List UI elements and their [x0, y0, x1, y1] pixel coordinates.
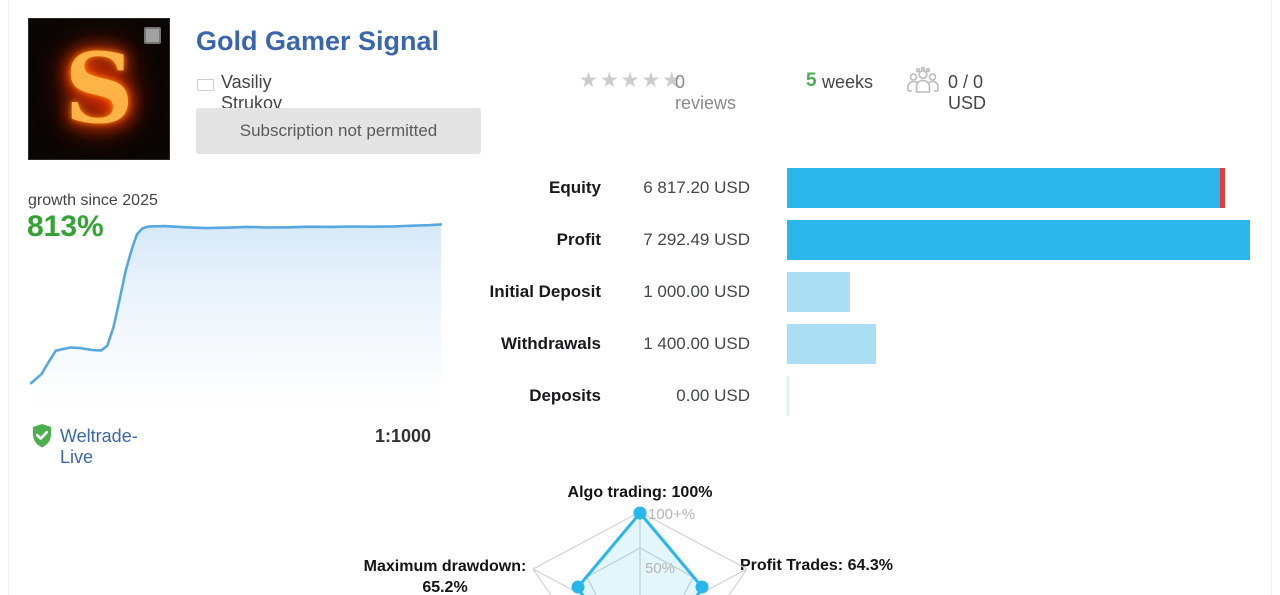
russia-flag-icon	[197, 79, 214, 91]
radar-ring-label-100: 100+%	[648, 506, 695, 523]
stat-value: 7 292.49 USD	[643, 230, 750, 249]
stat-bar	[787, 376, 1250, 416]
stat-value: 1 400.00 USD	[643, 334, 750, 353]
broker-link[interactable]: Weltrade-Live	[60, 426, 138, 467]
reviews-link[interactable]: 0 reviews	[675, 72, 737, 113]
stat-label: Profit	[556, 230, 601, 249]
stat-row-deposits: Deposits 0.00 USD	[470, 376, 1250, 416]
stat-label: Withdrawals	[501, 334, 601, 353]
radar-ring-label-50: 50%	[645, 560, 675, 577]
stat-row-equity: Equity 6 817.20 USD	[470, 168, 1250, 208]
subscribers-count: 0 / 0 USD	[948, 72, 987, 113]
star-rating[interactable]: ★★★★★	[579, 69, 684, 92]
drawdown-marker	[1219, 168, 1225, 208]
stat-label: Initial Deposit	[489, 282, 601, 301]
subscribers-icon	[904, 66, 942, 102]
stat-bar	[787, 220, 1250, 260]
broker-row: Weltrade-Live 1:1000	[30, 423, 431, 467]
signal-title-link[interactable]: Gold Gamer Signal	[196, 26, 440, 56]
page-right-border	[1271, 0, 1272, 595]
signal-age-number: 5	[806, 70, 817, 91]
stat-row-withdrawals: Withdrawals 1 400.00 USD	[470, 324, 1250, 364]
growth-line-chart	[29, 223, 442, 420]
growth-percentage: 813%	[27, 210, 104, 243]
page-left-border	[8, 0, 9, 595]
verified-shield-icon	[33, 424, 51, 448]
growth-caption: growth since 2025	[28, 192, 158, 209]
radar-label-profit-trades: Profit Trades: 64.3%	[740, 557, 893, 574]
stat-row-profit: Profit 7 292.49 USD	[470, 220, 1250, 260]
stat-bar	[787, 272, 1250, 312]
radar-label-algo-trading: Algo trading: 100%	[567, 484, 713, 501]
stat-value: 1 000.00 USD	[643, 282, 750, 301]
signal-age-unit: weeks	[822, 72, 874, 92]
stat-row-initial-deposit: Initial Deposit 1 000.00 USD	[470, 272, 1250, 312]
stat-bar	[787, 168, 1250, 208]
signal-avatar[interactable]: S	[28, 18, 170, 160]
stat-value: 0.00 USD	[676, 386, 750, 405]
stat-label: Equity	[549, 178, 601, 197]
avatar-fire-letter: S	[64, 32, 134, 145]
leverage-value: 1:1000	[375, 426, 432, 446]
stat-value: 6 817.20 USD	[643, 178, 750, 197]
subscription-button[interactable]: Subscription not permitted	[196, 108, 481, 154]
radar-label-max-drawdown: Maximum drawdown: 65.2%	[363, 558, 527, 595]
distribution-radar-chart: 100+% 50%	[532, 506, 748, 595]
stat-label: Deposits	[529, 386, 601, 405]
balance-stats: Equity 6 817.20 USD Profit 7 292.49 USD …	[470, 168, 1250, 428]
avatar-corner-icon	[144, 27, 161, 44]
stat-bar	[787, 324, 1250, 364]
